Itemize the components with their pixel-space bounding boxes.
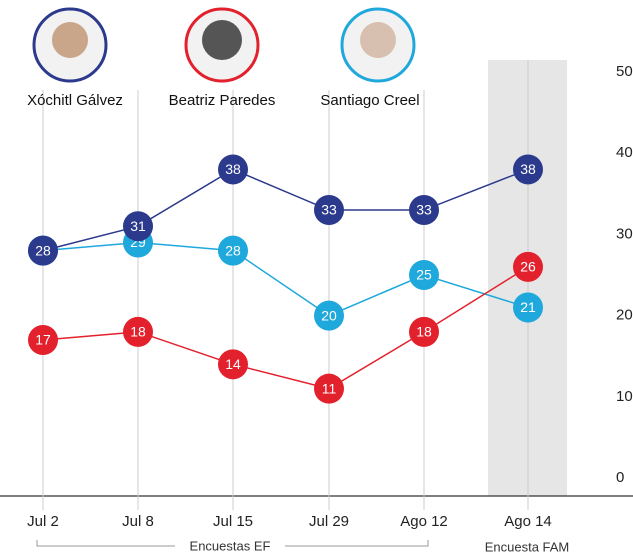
value-label: 17 — [35, 332, 51, 348]
value-label: 21 — [520, 299, 536, 315]
value-label: 31 — [130, 218, 146, 234]
x-tick-label: Ago 14 — [504, 513, 552, 530]
value-label: 14 — [225, 356, 241, 372]
value-label: 11 — [322, 380, 337, 396]
x-tick-label: Jul 8 — [122, 513, 154, 530]
series-line — [42, 168, 529, 252]
photos — [32, 7, 416, 83]
value-label: 38 — [520, 161, 536, 177]
legend-label: Santiago Creel — [320, 92, 419, 109]
photo-face — [52, 22, 88, 58]
y-tick-label: 20 — [616, 307, 633, 324]
annotation: Encuesta FAM — [485, 539, 570, 554]
value-label: 18 — [130, 324, 146, 340]
value-label: 26 — [520, 259, 536, 275]
point — [314, 373, 344, 404]
point — [513, 251, 543, 282]
point — [409, 195, 439, 226]
y-tick-label: 30 — [616, 225, 633, 242]
value-label: 33 — [321, 202, 337, 218]
annotation: Encuestas EF — [190, 538, 271, 553]
value-label: 28 — [225, 242, 241, 258]
point — [123, 211, 153, 242]
photo-face — [360, 22, 396, 58]
point — [218, 154, 248, 185]
value-label: 25 — [416, 267, 432, 283]
point — [409, 260, 439, 290]
point — [218, 349, 248, 380]
series-line — [42, 266, 529, 390]
point — [513, 292, 543, 323]
value-label: 38 — [225, 161, 241, 177]
y-tick-label: 10 — [616, 388, 633, 405]
photo-face — [202, 20, 242, 60]
point — [28, 235, 58, 266]
bracket-gap — [175, 538, 285, 554]
x-tick-label: Ago 12 — [400, 513, 448, 530]
series-line — [42, 241, 529, 317]
point — [28, 324, 58, 355]
point — [314, 195, 344, 226]
value-label: 28 — [35, 242, 51, 258]
y-tick-label: 40 — [616, 144, 633, 161]
point — [409, 316, 439, 347]
x-tick-label: Jul 15 — [213, 513, 253, 530]
legend-label: Xóchitl Gálvez — [27, 92, 123, 109]
legend-label: Beatriz Paredes — [169, 92, 276, 109]
point — [218, 235, 248, 266]
x-tick-label: Jul 29 — [309, 513, 349, 530]
point — [314, 300, 344, 331]
point — [123, 316, 153, 347]
y-tick-label: 50 — [616, 63, 633, 80]
y-tick-label: 0 — [616, 469, 624, 486]
x-tick-label: Jul 2 — [27, 513, 59, 530]
point — [513, 154, 543, 185]
value-label: 18 — [416, 324, 432, 340]
value-label: 20 — [321, 307, 337, 323]
value-label: 33 — [416, 202, 432, 218]
